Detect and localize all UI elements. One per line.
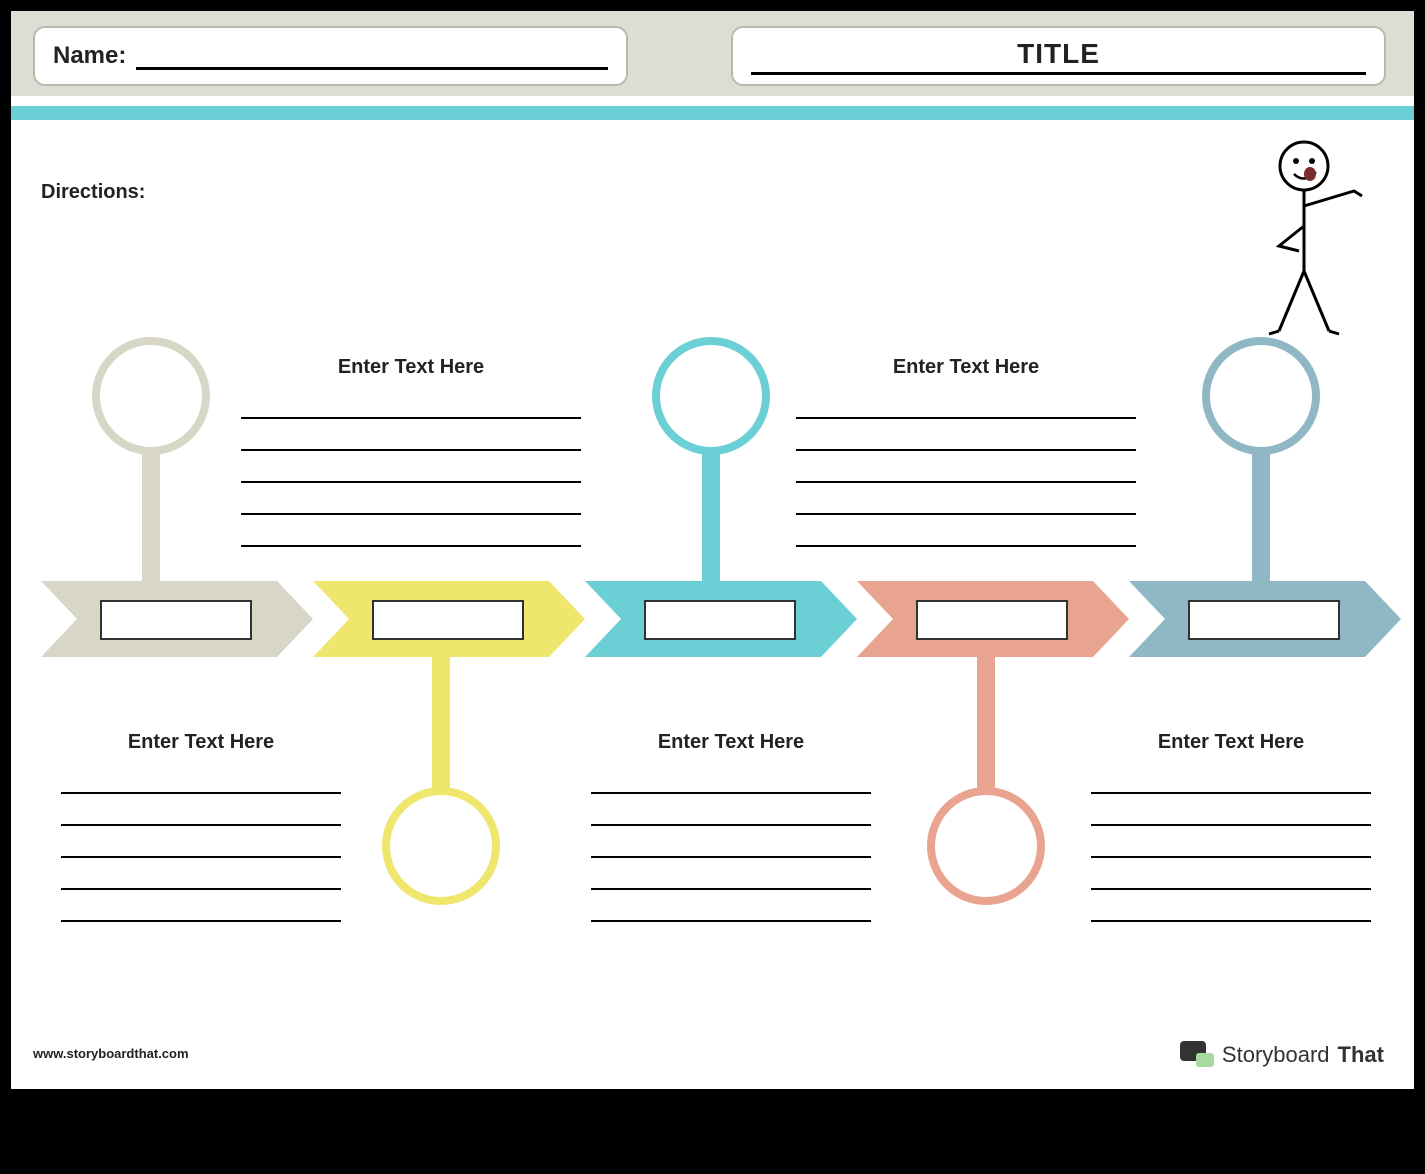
write-line[interactable]: [61, 896, 341, 922]
text-block-2: Enter Text Here: [796, 356, 1136, 553]
stick-figure-icon: [1244, 136, 1384, 346]
write-line[interactable]: [591, 832, 871, 858]
timeline-arrow-2: [313, 581, 585, 657]
text-block-5: Enter Text Here: [1091, 731, 1371, 928]
timeline-stem-2: [432, 657, 450, 797]
accent-band: [11, 106, 1414, 120]
write-line[interactable]: [796, 489, 1136, 515]
brand-bubble-icon: [1180, 1041, 1214, 1069]
directions-label: Directions:: [41, 181, 145, 204]
write-line[interactable]: [61, 800, 341, 826]
title-placeholder[interactable]: TITLE: [1017, 38, 1100, 70]
text-block-heading-4[interactable]: Enter Text Here: [591, 731, 871, 754]
timeline-stem-3: [702, 445, 720, 581]
write-line[interactable]: [1091, 896, 1371, 922]
write-line[interactable]: [1091, 864, 1371, 890]
timeline-canvas: [11, 11, 1416, 1091]
timeline-arrow-4: [857, 581, 1129, 657]
title-field-pill: TITLE: [731, 26, 1386, 86]
name-field-pill: Name:: [33, 26, 628, 86]
timeline-stem-4: [977, 657, 995, 797]
write-line[interactable]: [796, 425, 1136, 451]
timeline-label-box-5[interactable]: [1189, 601, 1339, 639]
write-line[interactable]: [796, 521, 1136, 547]
write-line[interactable]: [796, 393, 1136, 419]
write-line[interactable]: [61, 768, 341, 794]
timeline-circle-1[interactable]: [96, 341, 206, 451]
text-block-1: Enter Text Here: [241, 356, 581, 553]
write-line[interactable]: [796, 457, 1136, 483]
write-line[interactable]: [591, 864, 871, 890]
footer-url: www.storyboardthat.com: [33, 1046, 189, 1061]
text-block-heading-2[interactable]: Enter Text Here: [796, 356, 1136, 379]
timeline-circle-5[interactable]: [1206, 341, 1316, 451]
timeline-stem-1: [142, 445, 160, 581]
timeline-label-box-3[interactable]: [645, 601, 795, 639]
text-block-heading-5[interactable]: Enter Text Here: [1091, 731, 1371, 754]
timeline-arrow-1: [41, 581, 313, 657]
write-line[interactable]: [241, 489, 581, 515]
write-line[interactable]: [61, 864, 341, 890]
brand-text-1: Storyboard: [1222, 1042, 1330, 1068]
timeline-arrow-3: [585, 581, 857, 657]
write-line[interactable]: [591, 800, 871, 826]
name-write-line[interactable]: [136, 42, 608, 70]
brand-text-2: That: [1338, 1042, 1384, 1068]
write-line[interactable]: [61, 832, 341, 858]
write-line[interactable]: [1091, 832, 1371, 858]
write-line[interactable]: [591, 896, 871, 922]
timeline-arrow-5: [1129, 581, 1401, 657]
write-line[interactable]: [241, 457, 581, 483]
timeline-label-box-1[interactable]: [101, 601, 251, 639]
name-label: Name:: [53, 42, 126, 70]
write-line[interactable]: [241, 521, 581, 547]
worksheet-page: Name: TITLE Directions: Enter Text Here E…: [10, 10, 1415, 1090]
timeline-circle-3[interactable]: [656, 341, 766, 451]
timeline-stem-5: [1252, 445, 1270, 581]
text-block-heading-1[interactable]: Enter Text Here: [241, 356, 581, 379]
footer-brand: Storyboard That: [1180, 1041, 1384, 1069]
write-line[interactable]: [1091, 768, 1371, 794]
write-line[interactable]: [591, 768, 871, 794]
timeline-circle-2[interactable]: [386, 791, 496, 901]
write-line[interactable]: [241, 425, 581, 451]
timeline-label-box-2[interactable]: [373, 601, 523, 639]
text-block-heading-3[interactable]: Enter Text Here: [61, 731, 341, 754]
timeline-label-box-4[interactable]: [917, 601, 1067, 639]
write-line[interactable]: [1091, 800, 1371, 826]
text-block-4: Enter Text Here: [591, 731, 871, 928]
title-underline: [751, 72, 1366, 75]
write-line[interactable]: [241, 393, 581, 419]
text-block-3: Enter Text Here: [61, 731, 341, 928]
timeline-circle-4[interactable]: [931, 791, 1041, 901]
